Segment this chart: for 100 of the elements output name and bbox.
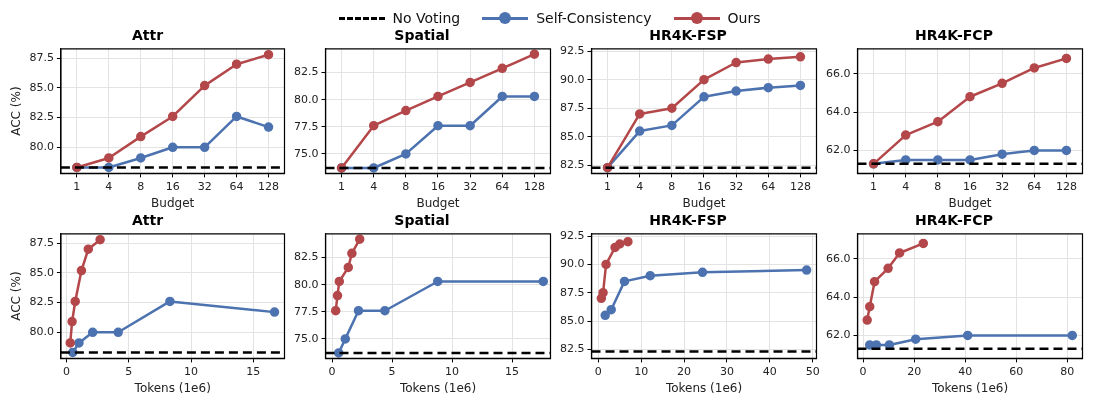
y-tick-label: 87.5 [29,236,54,250]
y-tick-label: 92.5 [559,43,585,57]
y-tick-label: 77.5 [293,119,319,133]
legend-label: Ours [727,10,761,26]
y-tick-label: 80.0 [293,92,319,106]
y-tick-label: 85.0 [29,265,54,279]
x-tick-label: 32 [463,179,478,193]
chart-title: HR4K-FSP [649,27,727,44]
x-axis-title: Budget [151,195,195,210]
x-tick-label: 32 [995,179,1010,193]
y-tick-label: 62.0 [825,328,851,342]
x-tick-label: 16 [963,179,977,193]
chart-title: Spatial [394,212,450,229]
x-tick-label: 128 [789,179,811,193]
x-tick-label: 10 [634,364,649,378]
x-tick-label: 16 [431,179,445,193]
x-tick-label: 8 [137,179,145,193]
y-tick-label: 75.0 [293,146,319,160]
y-tick-label: 66.0 [825,251,851,265]
y-tick-label: 82.5 [29,295,54,309]
x-tick-label: 1 [73,179,81,193]
x-tick-label: 64 [229,179,244,193]
chart-title: Attr [131,212,164,229]
y-tick-label: 90.0 [559,257,585,271]
y-tick-label: 80.0 [293,277,319,291]
y-tick-label: 85.0 [559,313,585,327]
x-tick-label: 16 [165,179,180,193]
x-tick-label: 80 [1060,364,1075,378]
x-tick-label: 20 [677,364,692,378]
x-tick-label: 50 [805,364,820,378]
y-tick-label: 87.5 [559,285,585,299]
x-tick-label: 10 [184,364,199,378]
x-tick-label: 5 [388,364,396,378]
x-axis-title: Tokens (1e6) [398,380,477,395]
y-axis-title: ACC (%) [9,86,24,136]
x-tick-label: 32 [197,179,212,193]
x-tick-label: 4 [902,179,910,193]
y-tick-label: 64.0 [825,289,851,303]
x-tick-label: 8 [934,179,942,193]
chart-title: HR4K-FSP [649,212,727,229]
x-tick-label: 4 [105,179,113,193]
legend-label: Self-Consistency [536,10,652,26]
y-tick-label: 85.0 [29,80,54,94]
x-tick-label: 64 [495,179,510,193]
y-tick-label: 62.0 [825,143,851,157]
x-tick-label: 64 [761,179,776,193]
x-tick-label: 1 [870,179,878,193]
x-tick-label: 60 [1009,364,1024,378]
x-tick-label: 30 [719,364,734,378]
x-axis-title: Budget [682,195,726,210]
y-tick-label: 87.5 [29,51,54,65]
x-tick-label: 20 [907,364,922,378]
y-tick-label: 87.5 [559,101,585,115]
y-tick-label: 82.5 [293,65,319,79]
x-tick-label: 15 [505,364,520,378]
x-tick-label: 15 [246,364,261,378]
y-tick-label: 82.5 [29,110,54,124]
x-tick-label: 0 [63,364,70,378]
x-tick-label: 128 [1055,179,1077,193]
x-tick-label: 0 [594,364,602,378]
x-tick-label: 40 [762,364,777,378]
x-tick-label: 0 [328,364,336,378]
y-tick-label: 75.0 [293,331,319,345]
y-tick-label: 80.0 [29,140,54,154]
y-axis-title: ACC (%) [9,271,24,321]
chart-title: HR4K-FCP [915,212,993,229]
x-axis-title: Budget [416,195,460,210]
y-tick-label: 92.5 [559,228,585,242]
x-tick-label: 1 [604,179,612,193]
x-tick-label: 128 [523,179,545,193]
x-tick-label: 1 [338,179,346,193]
x-tick-label: 8 [402,179,410,193]
y-tick-label: 90.0 [559,72,585,86]
x-axis-title: Tokens (1e6) [930,380,1009,395]
y-tick-label: 82.5 [293,250,319,264]
y-tick-label: 82.5 [559,158,585,172]
x-tick-label: 128 [258,179,280,193]
y-tick-label: 66.0 [825,66,851,80]
x-tick-label: 4 [636,179,644,193]
x-tick-label: 10 [445,364,460,378]
y-tick-label: 77.5 [293,304,319,318]
y-tick-label: 82.5 [559,342,585,356]
legend-label: No Voting [392,10,461,26]
chart-title: HR4K-FCP [915,27,993,44]
y-tick-label: 85.0 [559,129,585,143]
x-tick-label: 64 [1027,179,1042,193]
x-axis-title: Tokens (1e6) [133,380,211,395]
x-tick-label: 32 [729,179,744,193]
x-axis-title: Budget [948,195,992,210]
chart-title: Spatial [394,27,450,44]
x-tick-label: 4 [370,179,378,193]
x-tick-label: 8 [668,179,676,193]
x-tick-label: 0 [859,364,867,378]
x-tick-label: 40 [958,364,973,378]
chart-title: Attr [131,27,164,44]
x-tick-label: 5 [125,364,133,378]
x-axis-title: Tokens (1e6) [664,380,743,395]
y-tick-label: 80.0 [29,325,54,339]
x-tick-label: 16 [697,179,711,193]
y-tick-label: 64.0 [825,104,851,118]
